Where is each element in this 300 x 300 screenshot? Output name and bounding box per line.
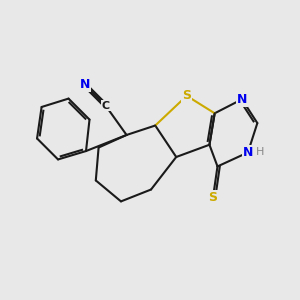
Text: N: N — [237, 93, 247, 106]
Text: C: C — [101, 100, 110, 111]
Text: N: N — [80, 78, 90, 91]
Text: N: N — [243, 146, 253, 159]
Text: S: S — [208, 191, 217, 204]
Text: H: H — [256, 147, 264, 158]
Text: S: S — [182, 89, 191, 102]
